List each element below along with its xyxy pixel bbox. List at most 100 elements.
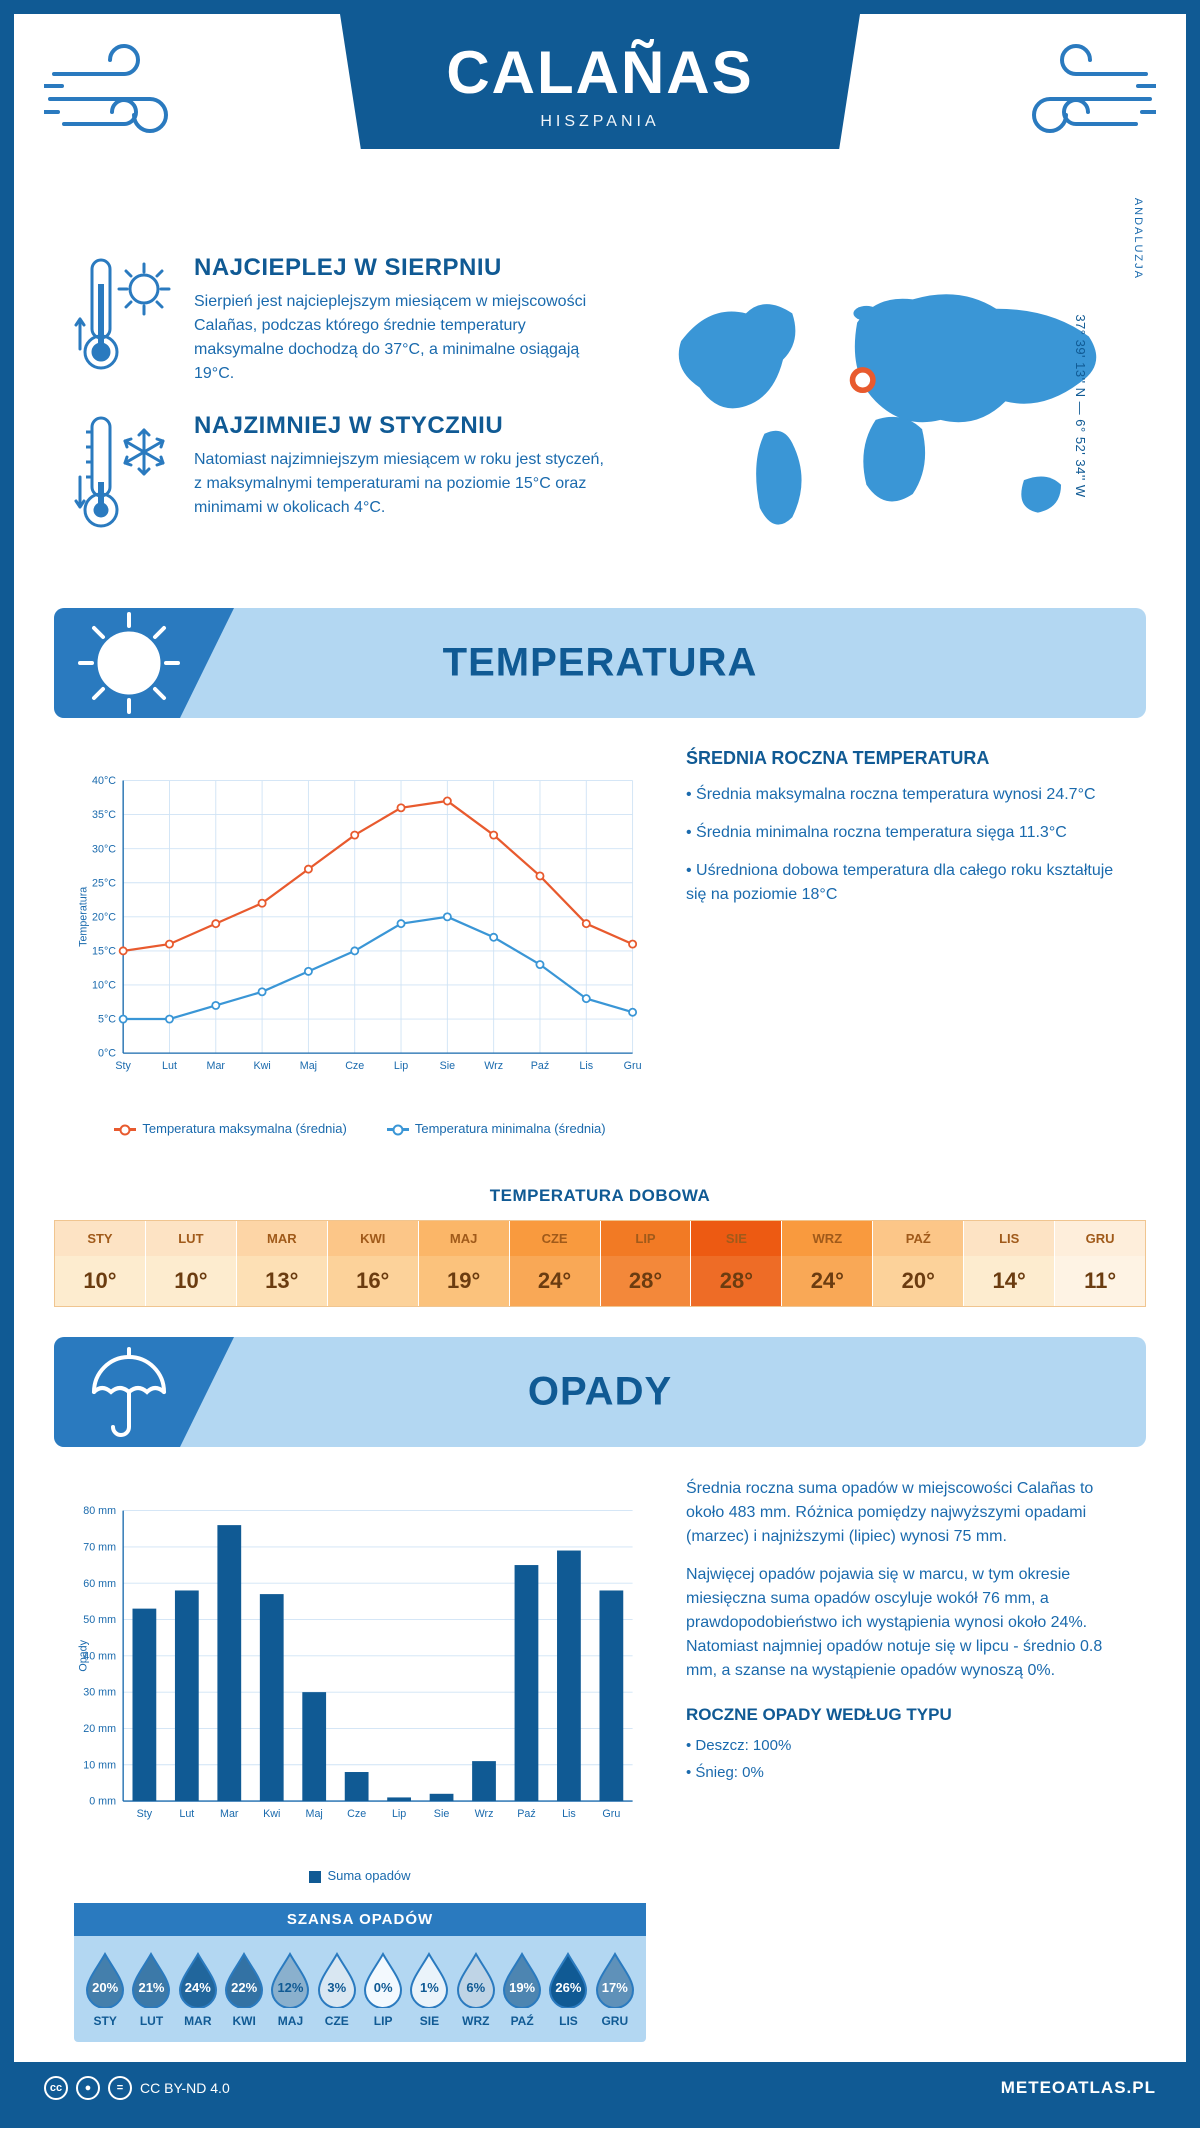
daily-temperature-strip: STY10°LUT10°MAR13°KWI16°MAJ19°CZE24°LIP2… (54, 1220, 1146, 1307)
svg-text:Lis: Lis (579, 1060, 593, 1072)
by-icon: ● (76, 2076, 100, 2100)
svg-text:0 mm: 0 mm (89, 1796, 116, 1808)
temperature-banner: TEMPERATURA (54, 608, 1146, 718)
svg-text:Gru: Gru (624, 1060, 642, 1072)
svg-text:70 mm: 70 mm (83, 1541, 116, 1553)
wind-icon (44, 44, 204, 154)
page-title: CALAÑAS (340, 38, 860, 107)
temp-info-point: • Średnia maksymalna roczna temperatura … (686, 783, 1126, 807)
svg-text:Cze: Cze (345, 1060, 364, 1072)
chance-title: SZANSA OPADÓW (74, 1903, 646, 1936)
svg-text:Paź: Paź (531, 1060, 549, 1072)
temp-info-point: • Uśredniona dobowa temperatura dla całe… (686, 859, 1126, 907)
svg-text:0°C: 0°C (98, 1048, 116, 1060)
svg-text:30°C: 30°C (92, 843, 116, 855)
svg-text:Kwi: Kwi (263, 1808, 280, 1820)
raindrop-icon: 12% (268, 1950, 312, 2008)
precip-type-row: • Deszcz: 100% (686, 1735, 1126, 1758)
svg-text:Cze: Cze (347, 1808, 366, 1820)
svg-text:Lut: Lut (179, 1808, 194, 1820)
precip-type-row: • Śnieg: 0% (686, 1762, 1126, 1785)
coldest-fact: NAJZIMNIEJ W STYCZNIU Natomiast najzimni… (74, 412, 604, 532)
daily-cell: LUT10° (146, 1221, 237, 1306)
svg-text:Sie: Sie (440, 1060, 456, 1072)
hottest-body: Sierpień jest najcieplejszym miesiącem w… (194, 290, 604, 386)
svg-text:Maj: Maj (306, 1808, 323, 1820)
daily-cell: MAJ19° (419, 1221, 510, 1306)
svg-text:Gru: Gru (602, 1808, 620, 1820)
temperature-legend: Temperatura maksymalna (średnia) Tempera… (74, 1121, 646, 1136)
svg-text:Lis: Lis (562, 1808, 576, 1820)
daily-cell: SIE28° (691, 1221, 782, 1306)
temp-info-title: ŚREDNIA ROCZNA TEMPERATURA (686, 748, 1126, 769)
chance-cell: 1% SIE (406, 1950, 452, 2028)
temp-info-point: • Średnia minimalna roczna temperatura s… (686, 821, 1126, 845)
svg-text:Paź: Paź (517, 1808, 535, 1820)
raindrop-icon: 24% (176, 1950, 220, 2008)
chance-cell: 0% LIP (360, 1950, 406, 2028)
sun-icon (54, 608, 234, 718)
svg-text:10 mm: 10 mm (83, 1759, 116, 1771)
precip-by-type: ROCZNE OPADY WEDŁUG TYPU • Deszcz: 100% … (686, 1705, 1126, 1784)
chance-cell: 6% WRZ (453, 1950, 499, 2028)
precip-info: Średnia roczna suma opadów w miejscowośc… (686, 1477, 1126, 2042)
chance-cell: 26% LIS (545, 1950, 591, 2028)
svg-text:Maj: Maj (300, 1060, 317, 1072)
chance-cell: 19% PAŹ (499, 1950, 545, 2028)
raindrop-icon: 3% (315, 1950, 359, 2008)
svg-text:Temperatura: Temperatura (78, 887, 90, 947)
coordinates: 37° 39' 13'' N — 6° 52' 34'' W (1073, 314, 1088, 497)
daily-cell: CZE24° (510, 1221, 601, 1306)
svg-text:Mar: Mar (207, 1060, 226, 1072)
svg-text:Opady: Opady (78, 1639, 90, 1671)
license-text: CC BY-ND 4.0 (140, 2080, 230, 2096)
raindrop-icon: 22% (222, 1950, 266, 2008)
daily-cell: PAŹ20° (873, 1221, 964, 1306)
temperature-section: 0°C5°C10°C15°C20°C25°C30°C35°C40°CStyLut… (14, 748, 1186, 1156)
svg-text:50 mm: 50 mm (83, 1614, 116, 1626)
chance-cell: 12% MAJ (267, 1950, 313, 2028)
svg-text:Wrz: Wrz (484, 1060, 503, 1072)
svg-text:Kwi: Kwi (253, 1060, 270, 1072)
world-map: ANDALUZJA 37° 39' 13'' N — 6° 52' 34'' W (644, 254, 1126, 558)
temperature-line-chart: 0°C5°C10°C15°C20°C25°C30°C35°C40°CStyLut… (74, 748, 646, 1108)
precip-bar-chart: 0 mm10 mm20 mm30 mm40 mm50 mm60 mm70 mm8… (74, 1477, 646, 1857)
thermometer-cold-icon (74, 412, 174, 532)
chance-cell: 17% GRU (592, 1950, 638, 2028)
raindrop-icon: 0% (361, 1950, 405, 2008)
thermometer-hot-icon (74, 254, 174, 374)
precip-section: 0 mm10 mm20 mm30 mm40 mm50 mm60 mm70 mm8… (14, 1477, 1186, 2062)
raindrop-icon: 20% (83, 1950, 127, 2008)
site-name: METEOATLAS.PL (1001, 2078, 1156, 2098)
svg-text:Mar: Mar (220, 1808, 239, 1820)
chance-cell: 22% KWI (221, 1950, 267, 2028)
hottest-title: NAJCIEPLEJ W SIERPNIU (194, 254, 604, 282)
daily-cell: WRZ24° (782, 1221, 873, 1306)
daily-cell: LIS14° (964, 1221, 1055, 1306)
svg-text:Lut: Lut (162, 1060, 177, 1072)
raindrop-icon: 17% (593, 1950, 637, 2008)
daily-cell: MAR13° (237, 1221, 328, 1306)
precip-type-title: ROCZNE OPADY WEDŁUG TYPU (686, 1705, 1126, 1725)
temperature-title: TEMPERATURA (443, 641, 758, 686)
hottest-fact: NAJCIEPLEJ W SIERPNIU Sierpień jest najc… (74, 254, 604, 386)
nd-icon: = (108, 2076, 132, 2100)
svg-text:80 mm: 80 mm (83, 1505, 116, 1517)
license: cc ● = CC BY-ND 4.0 (44, 2076, 230, 2100)
svg-text:35°C: 35°C (92, 809, 116, 821)
svg-text:5°C: 5°C (98, 1014, 116, 1026)
wind-icon (996, 44, 1156, 154)
title-ribbon: CALAÑAS HISZPANIA (340, 14, 860, 149)
daily-cell: KWI16° (328, 1221, 419, 1306)
svg-text:Sie: Sie (434, 1808, 450, 1820)
daily-title: TEMPERATURA DOBOWA (14, 1186, 1186, 1206)
coldest-title: NAJZIMNIEJ W STYCZNIU (194, 412, 604, 440)
daily-cell: STY10° (55, 1221, 146, 1306)
daily-cell: GRU11° (1055, 1221, 1145, 1306)
svg-text:Wrz: Wrz (475, 1808, 494, 1820)
precip-info-para: Średnia roczna suma opadów w miejscowośc… (686, 1477, 1126, 1549)
legend-max: Temperatura maksymalna (średnia) (142, 1121, 346, 1136)
daily-cell: LIP28° (601, 1221, 692, 1306)
cc-icon: cc (44, 2076, 68, 2100)
precip-info-para: Najwięcej opadów pojawia się w marcu, w … (686, 1563, 1126, 1683)
